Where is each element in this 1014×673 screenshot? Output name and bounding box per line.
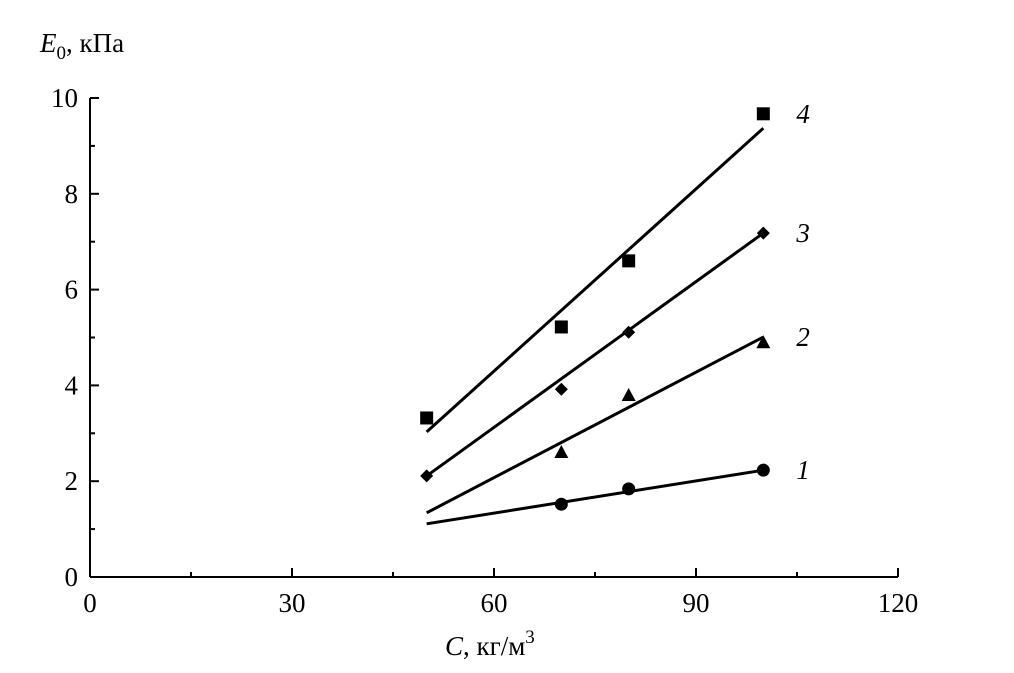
- x-tick-label: 60: [481, 588, 508, 618]
- x-tick-label: 120: [878, 588, 919, 618]
- data-point-circle: [756, 463, 770, 477]
- series-label-4: 4: [796, 99, 810, 129]
- y-tick-label: 10: [51, 83, 78, 113]
- series-label-1: 1: [796, 455, 810, 485]
- data-point-circle: [622, 482, 636, 496]
- plot-area: 1 2 3 4: [420, 99, 810, 526]
- series-label-2: 2: [796, 322, 810, 352]
- fit-line-2: [425, 335, 765, 515]
- data-point-diamond: [420, 469, 434, 483]
- fit-line-4: [425, 127, 765, 433]
- data-point-circle: [554, 497, 568, 511]
- data-point-square: [622, 254, 636, 268]
- series-1: 1: [426, 455, 810, 526]
- data-point-square: [756, 107, 770, 121]
- x-tick-label: 90: [683, 588, 710, 618]
- tick-labels: 0 30 60 90 120 0 2 4 6 8 10: [51, 83, 918, 618]
- data-point-square: [420, 411, 434, 425]
- data-point-diamond: [622, 325, 636, 339]
- x-tick-label: 0: [83, 588, 97, 618]
- data-point-diamond: [554, 382, 568, 396]
- x-tick-label: 30: [279, 588, 306, 618]
- series-2: 2: [425, 322, 810, 515]
- axes: [89, 97, 899, 578]
- y-tick-label: 2: [65, 466, 79, 496]
- data-point-triangle: [554, 444, 569, 458]
- y-axis-label: E0, кПа: [39, 28, 124, 64]
- series-3: 3: [420, 218, 810, 483]
- y-tick-label: 4: [65, 370, 79, 400]
- data-point-triangle: [756, 335, 771, 349]
- fit-line-1: [426, 468, 764, 526]
- y-tick-label: 0: [65, 562, 79, 592]
- y-tick-label: 8: [65, 179, 79, 209]
- data-point-diamond: [756, 226, 770, 240]
- fit-line-3: [425, 231, 765, 478]
- series-label-3: 3: [795, 218, 810, 248]
- x-axis-label: C, кг/м3: [445, 627, 535, 661]
- series-4: 4: [420, 99, 810, 433]
- y-tick-label: 6: [65, 275, 79, 305]
- data-point-triangle: [621, 387, 636, 401]
- data-point-square: [554, 320, 568, 334]
